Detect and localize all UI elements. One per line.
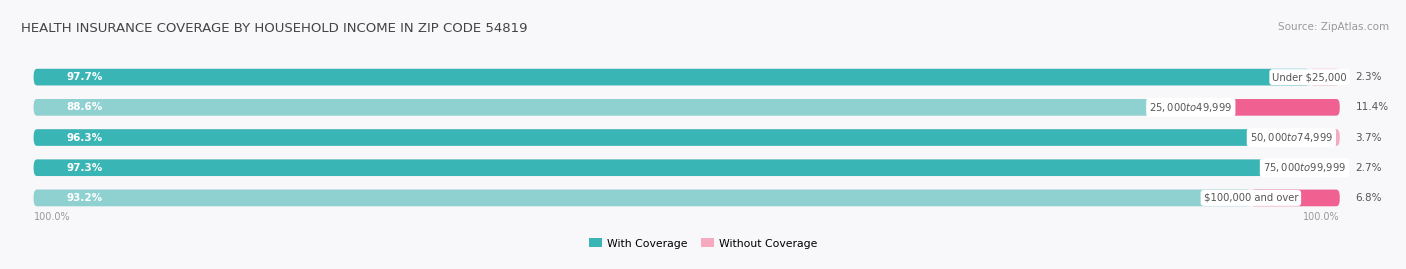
Text: 2.3%: 2.3% — [1355, 72, 1382, 82]
FancyBboxPatch shape — [34, 99, 1191, 116]
Text: Source: ZipAtlas.com: Source: ZipAtlas.com — [1278, 22, 1389, 31]
FancyBboxPatch shape — [1191, 99, 1340, 116]
Text: 88.6%: 88.6% — [66, 102, 103, 112]
FancyBboxPatch shape — [34, 129, 1291, 146]
Text: HEALTH INSURANCE COVERAGE BY HOUSEHOLD INCOME IN ZIP CODE 54819: HEALTH INSURANCE COVERAGE BY HOUSEHOLD I… — [21, 22, 527, 34]
FancyBboxPatch shape — [34, 160, 1305, 176]
Text: $50,000 to $74,999: $50,000 to $74,999 — [1250, 131, 1333, 144]
Text: 97.3%: 97.3% — [66, 163, 103, 173]
Text: 97.7%: 97.7% — [66, 72, 103, 82]
Text: Under $25,000: Under $25,000 — [1272, 72, 1347, 82]
FancyBboxPatch shape — [34, 99, 1340, 116]
Text: 11.4%: 11.4% — [1355, 102, 1389, 112]
Text: 6.8%: 6.8% — [1355, 193, 1382, 203]
Legend: With Coverage, Without Coverage: With Coverage, Without Coverage — [585, 234, 821, 253]
FancyBboxPatch shape — [34, 190, 1340, 206]
Text: 100.0%: 100.0% — [34, 212, 70, 222]
Text: 100.0%: 100.0% — [1303, 212, 1340, 222]
Text: 93.2%: 93.2% — [66, 193, 103, 203]
Text: $25,000 to $49,999: $25,000 to $49,999 — [1149, 101, 1233, 114]
FancyBboxPatch shape — [1251, 190, 1340, 206]
FancyBboxPatch shape — [1309, 69, 1340, 86]
Text: $100,000 and over: $100,000 and over — [1204, 193, 1298, 203]
FancyBboxPatch shape — [34, 69, 1309, 86]
Text: 3.7%: 3.7% — [1355, 133, 1382, 143]
FancyBboxPatch shape — [34, 129, 1340, 146]
Text: 2.7%: 2.7% — [1355, 163, 1382, 173]
FancyBboxPatch shape — [34, 160, 1340, 176]
Text: $75,000 to $99,999: $75,000 to $99,999 — [1263, 161, 1346, 174]
Text: 96.3%: 96.3% — [66, 133, 103, 143]
FancyBboxPatch shape — [34, 69, 1340, 86]
FancyBboxPatch shape — [1305, 160, 1340, 176]
FancyBboxPatch shape — [1291, 129, 1340, 146]
FancyBboxPatch shape — [34, 190, 1251, 206]
